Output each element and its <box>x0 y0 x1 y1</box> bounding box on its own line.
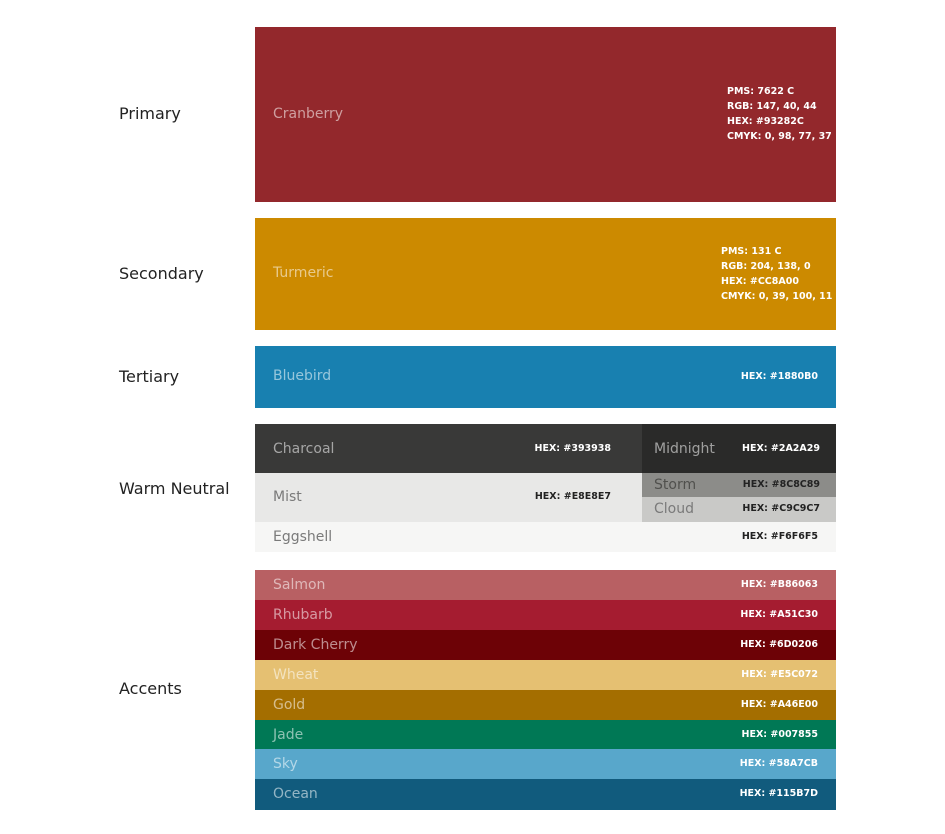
swatch-ocean: Ocean HEX: #115B7D <box>255 779 836 810</box>
rgb-value: RGB: 147, 40, 44 <box>727 101 817 112</box>
swatch-gold: Gold HEX: #A46E00 <box>255 689 836 720</box>
swatch-name: Ocean <box>273 786 318 803</box>
swatch-name: Midnight <box>654 441 715 457</box>
swatch-name: Turmeric <box>273 265 334 281</box>
hex-value: HEX: #A46E00 <box>740 698 818 710</box>
hex-value: HEX: #2A2A29 <box>742 443 820 454</box>
hex-value: HEX: #6D0206 <box>740 638 818 650</box>
swatch-name: Dark Cherry <box>273 636 358 653</box>
hex-value: HEX: #A51C30 <box>740 608 818 620</box>
rgb-value: RGB: 204, 138, 0 <box>721 261 811 272</box>
swatch-name: Rhubarb <box>273 606 333 623</box>
swatch-jade: Jade HEX: #007855 <box>255 719 836 750</box>
section-label-accents: Accents <box>119 679 182 698</box>
swatch-name: Cloud <box>654 501 694 517</box>
swatch-name: Eggshell <box>273 529 333 545</box>
cmyk-value: CMYK: 0, 98, 77, 37 <box>727 131 832 142</box>
swatch-name: Bluebird <box>273 368 332 384</box>
hex-value: HEX: #E8E8E7 <box>534 491 611 502</box>
hex-value: HEX: #1880B0 <box>740 371 818 382</box>
hex-value: HEX: #B86063 <box>740 579 818 590</box>
swatch-eggshell: Eggshell HEX: #F6F6F5 <box>255 522 836 552</box>
hex-value: HEX: #E5C072 <box>741 668 818 680</box>
swatch-name: Wheat <box>273 666 319 683</box>
hex-value: HEX: #393938 <box>534 443 612 454</box>
swatch-name: Mist <box>273 489 302 505</box>
swatch-bluebird: Bluebird HEX: #1880B0 <box>255 346 836 408</box>
swatch-name: Gold <box>273 696 306 713</box>
hex-value: HEX: #115B7D <box>739 788 818 800</box>
swatch-name: Charcoal <box>273 441 335 457</box>
hex-value: HEX: #58A7CB <box>739 758 818 770</box>
section-label-tertiary: Tertiary <box>119 367 180 386</box>
swatch-turmeric: Turmeric PMS: 131 C RGB: 204, 138, 0 HEX… <box>255 218 836 330</box>
swatch-name: Cranberry <box>273 106 344 122</box>
swatch-rhubarb: Rhubarb HEX: #A51C30 <box>255 599 836 631</box>
hex-value: HEX: #F6F6F5 <box>741 531 818 542</box>
hex-value: HEX: #8C8C89 <box>742 479 820 490</box>
hex-value: HEX: #CC8A00 <box>721 276 799 287</box>
swatch-name: Storm <box>654 477 697 493</box>
hex-value: HEX: #C9C9C7 <box>742 503 820 514</box>
pms-value: PMS: 131 C <box>721 246 782 257</box>
swatch-mist: Mist HEX: #E8E8E7 <box>255 473 642 522</box>
swatch-salmon: Salmon HEX: #B86063 <box>255 570 836 601</box>
swatch-name: Jade <box>273 726 304 743</box>
section-label-secondary: Secondary <box>119 264 204 283</box>
swatch-charcoal: Charcoal HEX: #393938 <box>255 424 642 473</box>
swatch-sky: Sky HEX: #58A7CB <box>255 749 836 780</box>
section-label-warm-neutral: Warm Neutral <box>119 479 230 498</box>
swatch-wheat: Wheat HEX: #E5C072 <box>255 659 836 691</box>
color-specs: PMS: 7622 C RGB: 147, 40, 44 HEX: #93282… <box>727 84 832 144</box>
swatch-dark-cherry: Dark Cherry HEX: #6D0206 <box>255 629 836 661</box>
section-label-primary: Primary <box>119 104 181 123</box>
swatch-name: Salmon <box>273 577 326 593</box>
swatch-storm: Storm HEX: #8C8C89 <box>642 473 836 497</box>
swatch-midnight: Midnight HEX: #2A2A29 <box>642 424 836 473</box>
hex-value: HEX: #93282C <box>727 116 804 127</box>
color-specs: PMS: 131 C RGB: 204, 138, 0 HEX: #CC8A00… <box>721 244 832 304</box>
pms-value: PMS: 7622 C <box>727 86 795 97</box>
swatch-name: Sky <box>273 756 298 773</box>
cmyk-value: CMYK: 0, 39, 100, 11 <box>721 291 833 302</box>
hex-value: HEX: #007855 <box>741 728 819 740</box>
swatch-cranberry: Cranberry PMS: 7622 C RGB: 147, 40, 44 H… <box>255 27 836 202</box>
swatch-cloud: Cloud HEX: #C9C9C7 <box>642 497 836 522</box>
